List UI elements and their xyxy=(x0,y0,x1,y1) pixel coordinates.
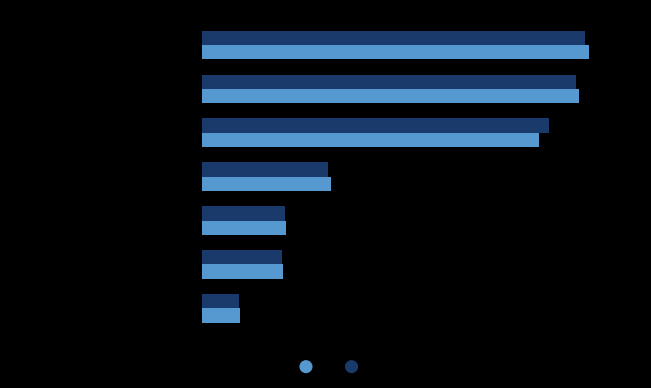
Bar xyxy=(202,294,239,308)
Bar xyxy=(202,206,284,220)
Bar xyxy=(202,177,331,191)
Bar xyxy=(202,163,327,177)
Bar xyxy=(202,88,579,103)
Bar xyxy=(202,133,540,147)
Bar xyxy=(202,250,282,265)
Bar xyxy=(202,118,549,133)
Bar xyxy=(202,74,576,88)
Bar xyxy=(202,308,240,322)
Bar xyxy=(202,31,585,45)
Bar xyxy=(202,265,283,279)
Bar xyxy=(202,220,286,235)
Bar xyxy=(202,45,589,59)
